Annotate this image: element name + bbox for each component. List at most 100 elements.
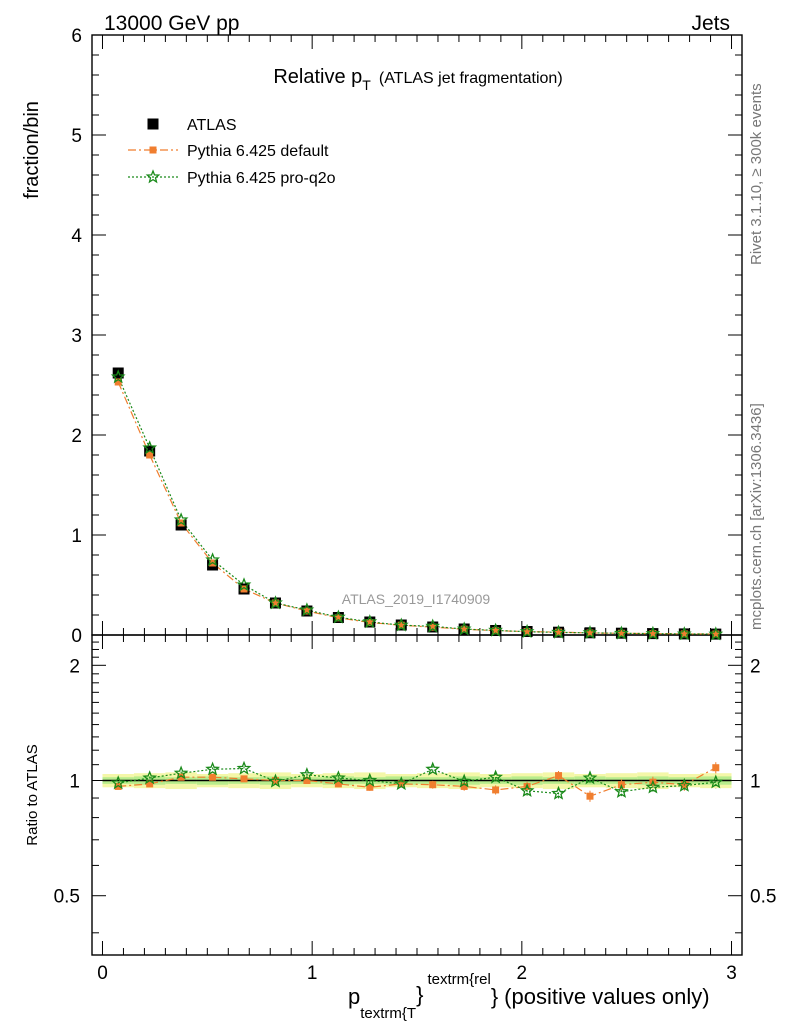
x-axis-label-sup: textrm{rel: [427, 971, 490, 988]
ratio-point-pythia-default: [177, 773, 185, 781]
ratio-band-layer: [102, 772, 732, 790]
legend-marker-pythia-default: [149, 146, 157, 154]
ratio-y-tick-label-right: 0.5: [750, 887, 776, 908]
data-point-pythia-default: [712, 630, 720, 638]
data-point-pythia-default: [366, 619, 374, 626]
x-tick-label: 0: [97, 963, 108, 984]
ratio-point-pythia-q2o: [299, 766, 315, 782]
x-tick-label: 2: [517, 963, 528, 984]
ratio-point-pythia-q2o: [173, 765, 189, 780]
data-point-pythia-default: [523, 628, 531, 636]
data-point-pythia-q2o: [708, 626, 724, 641]
y-tick-label: 3: [71, 326, 82, 347]
ratio-y-tick-label-right: 1: [750, 772, 761, 793]
ratio-point-pythia-default: [334, 780, 342, 788]
ratio-point-pythia-q2o: [362, 772, 378, 787]
x-tick-label: 3: [726, 963, 737, 984]
data-point-pythia-default: [555, 628, 563, 636]
data-point-pythia-q2o: [645, 625, 661, 640]
plot-title-sub: T: [362, 77, 371, 93]
ratio-point-pythia-default: [209, 773, 217, 781]
ratio-point-pythia-q2o: [582, 770, 598, 785]
ratio-point-pythia-default: [114, 782, 122, 790]
y-tick-label: 2: [71, 426, 82, 447]
y-tick-label: 5: [71, 126, 82, 147]
ratio-panel-frame: [91, 634, 743, 956]
data-point-pythia-default: [680, 630, 688, 638]
ratio-point-pythia-q2o: [142, 770, 158, 785]
y-tick-label: 6: [71, 26, 82, 47]
data-point-pythia-q2o: [551, 624, 566, 639]
rivet-label: Rivet 3.1.10, ≥ 300k events: [748, 83, 765, 265]
ratio-point-pythia-q2o: [331, 770, 346, 785]
ratio-y-tick-label: 2: [69, 656, 80, 677]
plot-title-main: Relative p: [273, 66, 362, 88]
data-point-pythia-q2o: [488, 622, 503, 637]
data-point-pythia-q2o: [456, 621, 472, 636]
data-point-pythia-default: [271, 599, 279, 607]
data-point-pythia-q2o: [519, 623, 535, 639]
data-point-atlas: [112, 367, 124, 379]
mcplots-label: mcplots.cern.ch [arXiv:1306.3436]: [748, 403, 765, 630]
data-point-pythia-q2o: [299, 602, 315, 617]
header-left: 13000 GeV pp: [104, 12, 239, 35]
data-point-pythia-default: [429, 623, 437, 631]
ratio-point-pythia-q2o: [645, 779, 661, 794]
legend-label: Pythia 6.425 pro-q2o: [187, 170, 336, 187]
data-point-pythia-default: [649, 630, 657, 638]
ratio-y-tick-label: 1: [69, 772, 80, 793]
data-point-pythia-default: [460, 625, 468, 633]
data-point-pythia-default: [303, 607, 311, 615]
ratio-y-tick-label-right: 2: [750, 656, 761, 677]
ratio-point-pythia-default: [586, 792, 594, 800]
ratio-point-pythia-default: [555, 772, 563, 780]
data-point-pythia-q2o: [613, 625, 629, 640]
main-data-layer: [110, 367, 724, 641]
data-point-pythia-q2o: [393, 617, 409, 632]
ratio-y-tick-label: 0.5: [54, 887, 80, 908]
data-point-pythia-q2o: [676, 626, 692, 641]
data-point-pythia-default: [492, 627, 500, 635]
ratio-point-pythia-q2o: [519, 782, 535, 798]
ratio-point-pythia-default: [492, 786, 500, 794]
data-point-pythia-default: [586, 629, 594, 637]
x-axis-label-p: p: [348, 984, 360, 1009]
x-tick-label: 1: [307, 963, 318, 984]
x-axis-label-brace: }: [416, 982, 423, 1007]
ratio-point-pythia-default: [366, 783, 374, 791]
ratio-point-pythia-q2o: [551, 785, 566, 800]
plot-title: Relative pT (ATLAS jet fragmentation): [273, 66, 562, 93]
y-axis-label-main: fraction/bin: [21, 101, 43, 199]
ratio-point-pythia-default: [397, 780, 405, 788]
ratio-point-pythia-q2o: [425, 761, 441, 776]
data-point-pythia-q2o: [110, 369, 126, 384]
ratio-point-pythia-q2o: [488, 769, 503, 784]
ratio-point-pythia-q2o: [393, 776, 409, 791]
plot-title-paren: (ATLAS jet fragmentation): [379, 70, 563, 87]
legend-label: Pythia 6.425 default: [187, 143, 329, 160]
x-axis-label-rest: (positive values only): [504, 984, 709, 1009]
data-point-pythia-default: [146, 451, 154, 459]
data-point-pythia-q2o: [173, 512, 189, 527]
ratio-point-pythia-default: [146, 780, 154, 788]
data-point-pythia-default: [397, 621, 405, 629]
header-right: Jets: [691, 12, 730, 35]
data-point-pythia-q2o: [142, 440, 158, 455]
legend-label: ATLAS: [187, 117, 237, 134]
data-point-pythia-q2o: [268, 595, 283, 610]
analysis-watermark: ATLAS_2019_I1740909: [342, 591, 491, 607]
ratio-point-pythia-default: [429, 781, 437, 789]
ratio-point-pythia-q2o: [456, 773, 472, 788]
ratio-point-pythia-q2o: [708, 774, 724, 789]
data-point-pythia-default: [617, 629, 625, 637]
legend-marker-pythia-q2o: [145, 169, 161, 184]
data-point-pythia-q2o: [425, 618, 441, 633]
ratio-point-pythia-q2o: [110, 775, 126, 790]
y-tick-label: 1: [71, 526, 82, 547]
ratio-point-pythia-q2o: [676, 777, 692, 792]
y-axis-label-ratio: Ratio to ATLAS: [24, 744, 41, 845]
ratio-point-pythia-default: [303, 777, 311, 785]
ratio-data-layer: [110, 760, 724, 802]
data-point-pythia-q2o: [236, 577, 252, 592]
